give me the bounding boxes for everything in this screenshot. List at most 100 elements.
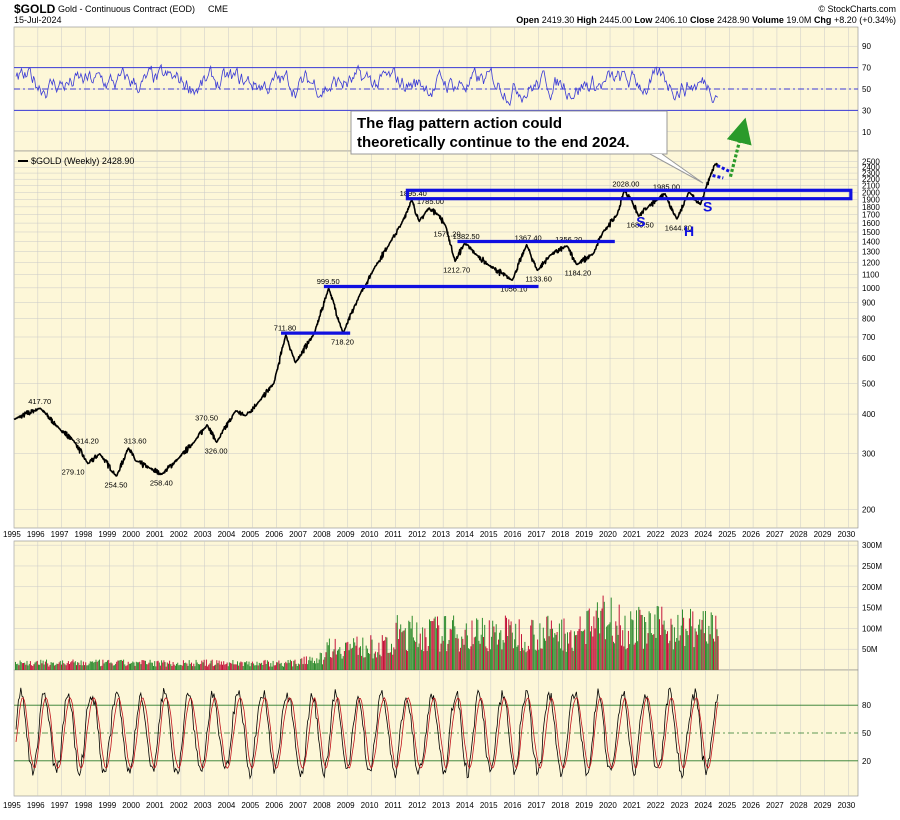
volume-bar: [614, 643, 616, 670]
volume-bar: [164, 662, 166, 670]
volume-bar: [155, 666, 157, 670]
volume-bar: [107, 660, 108, 670]
volume-bar: [340, 653, 342, 670]
volume-tick-label: 100M: [862, 624, 882, 633]
x-tick-label-bottom: 2022: [647, 801, 665, 810]
volume-bar: [327, 645, 329, 670]
volume-bar: [662, 624, 664, 670]
resistance-box: [405, 188, 853, 201]
volume-bar: [485, 646, 487, 670]
price-tick-label: 1500: [862, 228, 880, 237]
volume-bar: [389, 652, 391, 670]
volume-bar: [572, 650, 574, 670]
volume-bar: [24, 662, 26, 670]
volume-bar: [94, 661, 96, 670]
volume-bar: [392, 654, 394, 670]
volume-bar: [519, 651, 521, 670]
volume-bar: [100, 666, 102, 670]
volume-bar: [604, 639, 606, 670]
price-tick-label: 1000: [862, 284, 880, 293]
volume-bar: [680, 625, 682, 670]
volume-bar: [277, 662, 279, 670]
price-tick-label: 1100: [862, 271, 880, 280]
volume-bar: [443, 616, 445, 670]
x-tick-label-top: 2017: [528, 530, 546, 539]
volume-bar: [278, 660, 280, 670]
x-tick-label-bottom: 2025: [718, 801, 736, 810]
volume-bar: [168, 663, 169, 670]
volume-bar: [268, 661, 269, 670]
volume-bar: [110, 662, 112, 670]
volume-bar: [675, 641, 677, 670]
volume-bar: [584, 629, 586, 670]
volume-bar: [504, 615, 506, 670]
volume-bar: [76, 665, 77, 670]
volume-bar: [682, 609, 683, 670]
volume-bar: [272, 660, 274, 670]
volume-bar: [394, 649, 396, 670]
price-data-label: 1356.20: [555, 235, 582, 244]
volume-bar: [383, 640, 384, 670]
volume-bar: [639, 609, 641, 670]
volume-bar: [532, 620, 534, 670]
price-tick-label: 2000: [862, 188, 880, 197]
volume-bar: [558, 623, 560, 670]
volume-bar: [230, 662, 232, 670]
volume-bar: [232, 660, 234, 670]
x-tick-label-bottom: 2027: [766, 801, 784, 810]
volume-bar: [145, 660, 146, 670]
volume-bar: [124, 664, 126, 670]
volume-bar: [684, 646, 686, 670]
volume-bar: [516, 646, 518, 670]
volume-bar: [119, 660, 121, 670]
volume-bar: [354, 642, 356, 670]
price-data-label: 326.00: [205, 446, 228, 455]
volume-bar: [26, 660, 28, 670]
x-tick-label-top: 2024: [694, 530, 712, 539]
volume-bar: [349, 643, 351, 670]
volume-bar: [56, 663, 58, 670]
volume-bar: [262, 665, 264, 670]
volume-bar: [34, 662, 36, 670]
volume-bar: [685, 628, 687, 670]
x-tick-label-top: 2028: [790, 530, 808, 539]
volume-bars: [15, 595, 719, 670]
price-tick-label: 2200: [862, 175, 880, 184]
price-tick-label: 2300: [862, 169, 880, 178]
volume-bar: [418, 643, 420, 670]
volume-bar: [699, 619, 701, 670]
volume-bar: [577, 631, 579, 670]
volume-bar: [678, 640, 680, 670]
volume-bar: [545, 640, 547, 670]
volume-bar: [220, 661, 222, 670]
volume-bar: [496, 644, 498, 670]
price-data-label: 313.60: [124, 437, 147, 446]
volume-bar: [348, 650, 350, 670]
volume-bar: [533, 634, 535, 670]
volume-bar: [379, 654, 381, 670]
volume-bar: [102, 659, 104, 670]
volume-bar: [598, 617, 599, 670]
volume-bar: [265, 664, 267, 670]
price-tick-label: 2500: [862, 158, 880, 167]
ohlc-summary: Open 2419.30 High 2445.00 Low 2406.10 Cl…: [516, 15, 896, 25]
price-data-label: 718.20: [331, 337, 354, 346]
volume-bar: [339, 647, 341, 670]
volume-value: 19.0M: [786, 15, 811, 25]
volume-bar: [294, 659, 296, 670]
price-tick-label: 200: [862, 506, 876, 515]
volume-bar: [555, 634, 557, 670]
volume-bar: [172, 662, 174, 670]
volume-bar: [488, 620, 490, 670]
price-tick-label: 800: [862, 315, 876, 324]
volume-bar: [672, 649, 674, 670]
volume-bar: [387, 652, 389, 670]
volume-bar: [64, 664, 66, 670]
volume-bar: [308, 660, 310, 670]
volume-bar: [686, 631, 688, 670]
volume-bar: [23, 663, 24, 670]
volume-bar: [88, 663, 90, 670]
x-tick-label-top: 2000: [122, 530, 140, 539]
volume-bar: [593, 616, 595, 670]
stochastic-line: [15, 687, 719, 780]
